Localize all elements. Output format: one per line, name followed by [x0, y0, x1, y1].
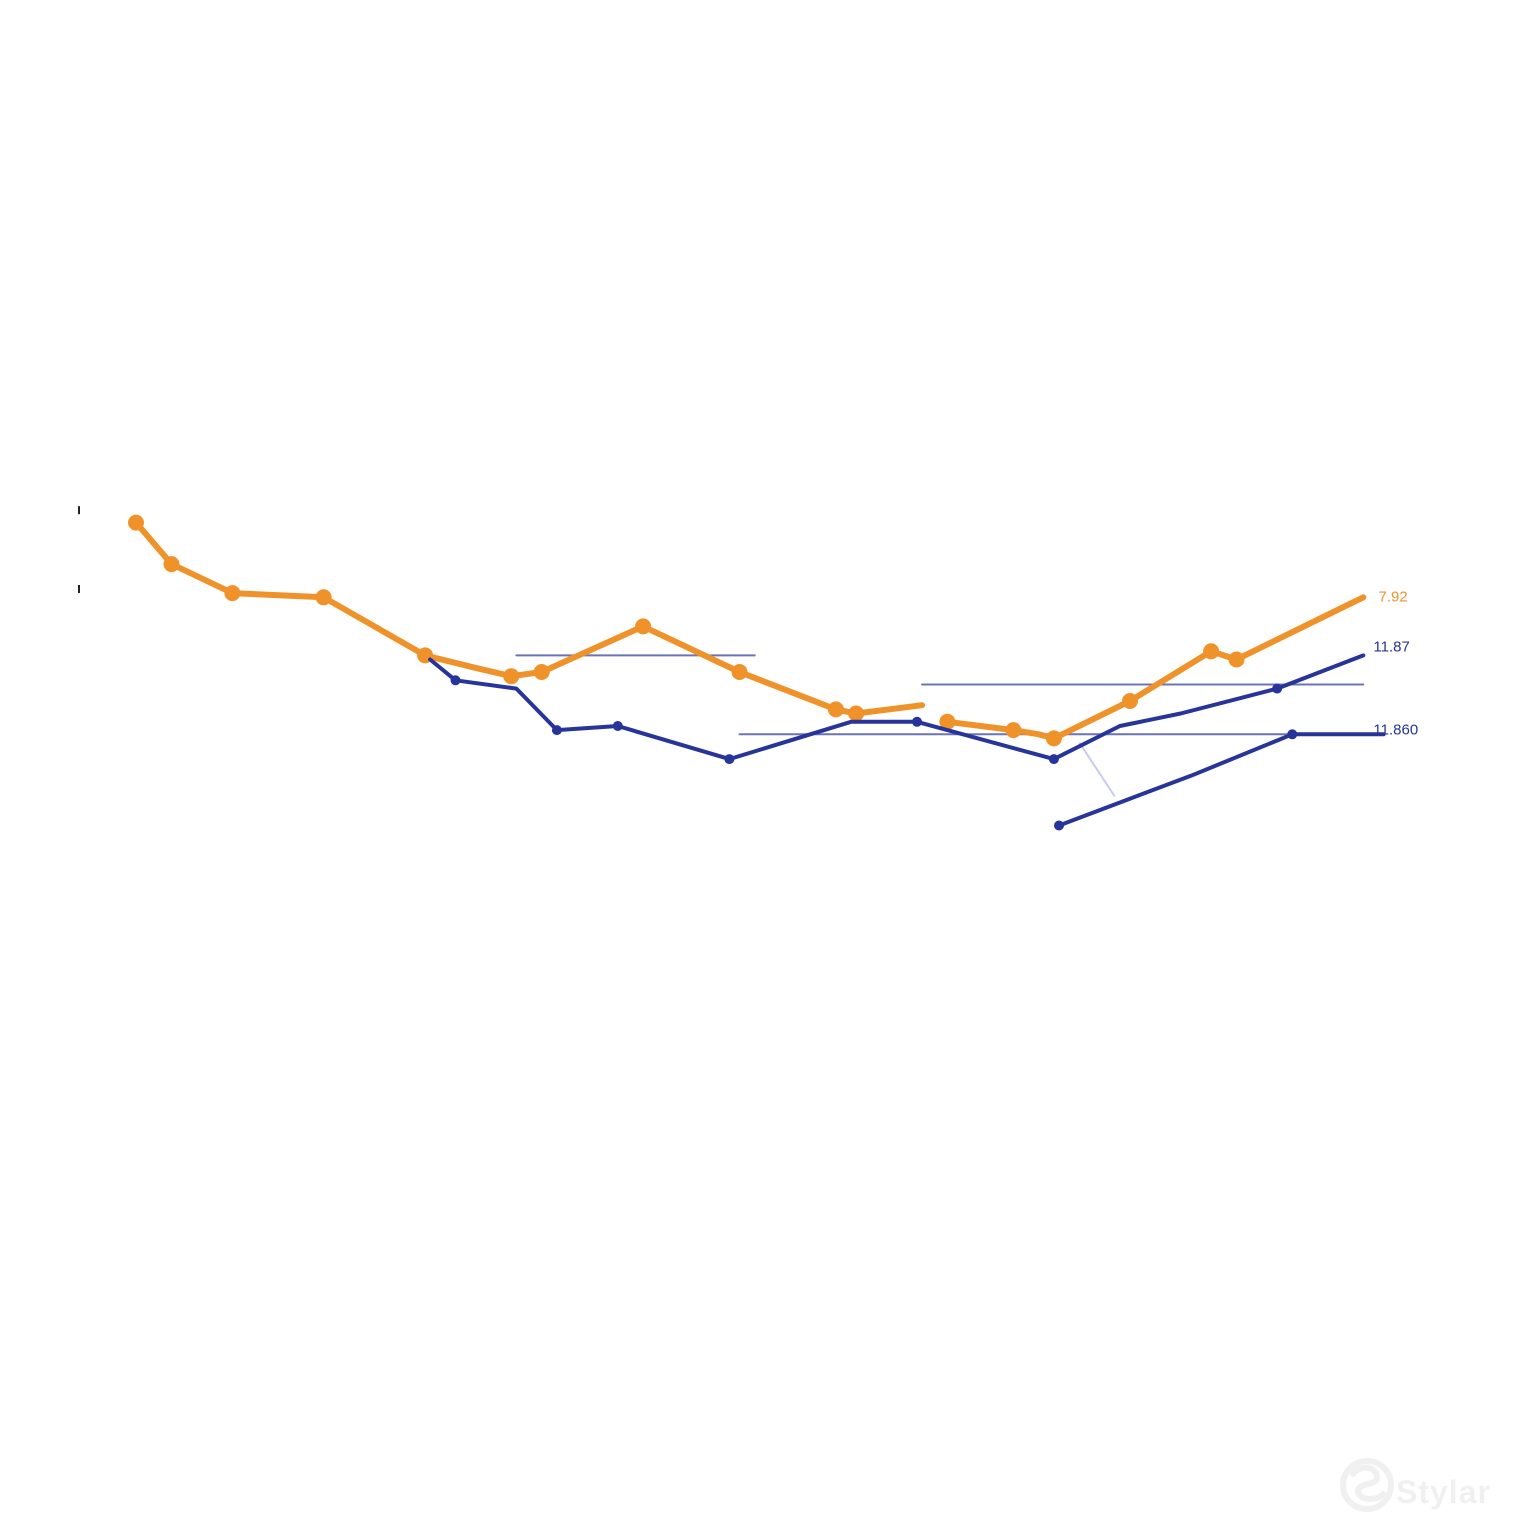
data-point-blue-primary-4 [612, 721, 623, 731]
data-point-blue-secondary-0 [1054, 820, 1064, 831]
data-point-orange-primary-2 [224, 585, 241, 602]
data-point-orange-secondary-3 [1045, 730, 1062, 747]
data-point-blue-primary-3 [551, 725, 562, 736]
stylar-logo-icon [1340, 1458, 1394, 1512]
data-point-blue-primary-11 [1272, 683, 1283, 694]
data-point-orange-secondary-4 [1122, 693, 1138, 709]
plot-area: 7.92 11.87 11.860 [78, 506, 1418, 831]
data-point-orange-primary-1 [163, 556, 180, 573]
data-point-orange-primary-10 [827, 701, 844, 718]
data-point-blue-secondary-3 [1287, 729, 1298, 740]
data-point-orange-primary-7 [533, 664, 550, 680]
data-point-orange-secondary-1 [1005, 722, 1022, 739]
watermark-text: Stylar [1396, 1474, 1491, 1510]
data-point-orange-primary-8 [635, 618, 652, 635]
series-line-blue-secondary [1057, 732, 1386, 828]
annotation-label-1: 11.87 [1373, 638, 1409, 655]
data-point-orange-secondary-5 [1203, 643, 1220, 660]
watermark: Stylar [1338, 1448, 1508, 1528]
data-point-blue-primary-5 [724, 754, 735, 765]
series-line-orange-primary [133, 519, 926, 717]
data-point-blue-primary-7 [912, 716, 922, 727]
annotation-label-2: 11.860 [1373, 721, 1418, 738]
data-point-orange-secondary-0 [939, 713, 956, 730]
data-point-orange-primary-9 [731, 664, 748, 680]
data-point-orange-primary-6 [503, 668, 520, 685]
data-point-orange-primary-3 [315, 589, 332, 606]
data-point-blue-primary-1 [450, 675, 461, 686]
connector-line [1078, 742, 1116, 798]
annotation-label-0: 7.92 [1379, 589, 1408, 606]
data-point-orange-secondary-6 [1228, 651, 1245, 668]
data-point-blue-primary-8 [1048, 754, 1059, 765]
data-point-orange-primary-0 [128, 514, 144, 531]
series-line-blue-primary [428, 653, 1366, 762]
data-point-orange-primary-11 [848, 705, 865, 722]
